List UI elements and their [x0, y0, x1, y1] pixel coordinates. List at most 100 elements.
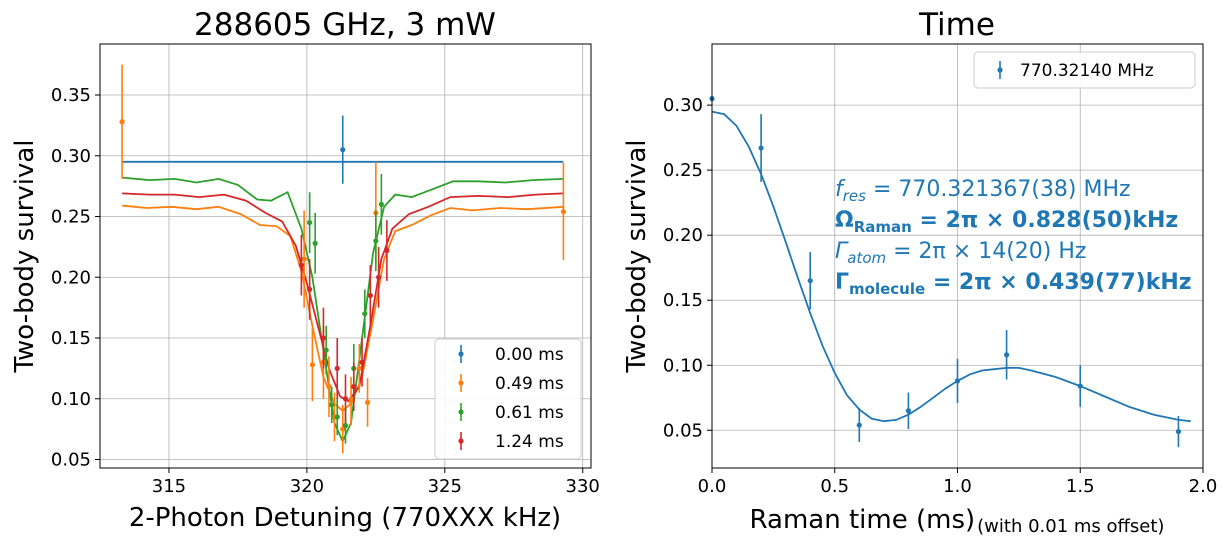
- time-data-point-770-32140-mhz: [1175, 428, 1182, 435]
- detuning-data-point-1-24-ms: [334, 365, 340, 371]
- detuning-data-point-0-49-ms: [348, 398, 354, 404]
- detuning-data-point-0-49-ms: [364, 399, 371, 405]
- time-y-tick-label: 0.05: [663, 420, 703, 441]
- detuning-legend-label-0-61-ms: 0.61 ms: [495, 403, 564, 423]
- detuning-data-point-0-00-ms: [340, 147, 346, 153]
- detuning-legend-label-0-00-ms: 0.00 ms: [495, 345, 564, 365]
- time-fit-770-32140-mhz: [711, 110, 1191, 423]
- time-legend-label-770-32140-mhz: 770.32140 MHz: [1020, 61, 1154, 81]
- time-data-point-770-32140-mhz: [758, 145, 764, 151]
- time-y-tick-label: 0.15: [663, 290, 703, 311]
- time-legend-box: [973, 51, 1196, 89]
- detuning-data-point-0-49-ms: [560, 209, 567, 215]
- detuning-y-tick-label: 0.20: [51, 267, 91, 288]
- time-x-tick-label: 0.0: [698, 476, 727, 497]
- fit-param-symbol: Γ: [835, 239, 849, 264]
- detuning-data-point-0-61-ms: [307, 219, 313, 226]
- detuning-fit-0-49-ms: [122, 204, 564, 413]
- detuning-data-point-1-24-ms: [298, 262, 304, 268]
- detuning-data-point-1-24-ms: [342, 396, 349, 402]
- detuning-data-point-0-49-ms: [309, 362, 315, 368]
- time-data-point-770-32140-mhz: [1004, 352, 1010, 358]
- time-y-tick-label: 0.30: [663, 95, 703, 116]
- detuning-y-tick-label: 0.15: [51, 328, 91, 349]
- time-x-axis-label-note: (with 0.01 ms offset): [977, 516, 1164, 537]
- time-x-axis-label-main: Raman time (ms): [750, 505, 976, 535]
- detuning-fit-1-24-ms: [122, 192, 564, 403]
- detuning-y-tick-label: 0.35: [51, 85, 91, 106]
- detuning-data-point-0-61-ms: [373, 238, 379, 244]
- fit-param-symbol: Ω: [835, 208, 854, 233]
- detuning-data-point-0-49-ms: [301, 256, 307, 262]
- fit-param-subscript: molecule: [849, 280, 925, 298]
- time-data-point-770-32140-mhz: [807, 278, 813, 284]
- detuning-data-point-0-61-ms: [362, 311, 368, 317]
- detuning-data-points: [119, 64, 567, 454]
- detuning-fit-0-61-ms: [122, 176, 564, 444]
- detuning-data-point-1-24-ms: [384, 247, 390, 254]
- time-x-tick-label: 2.0: [1189, 476, 1218, 497]
- detuning-chart: 315 320 325 330 0.05 0.10 0.15 0.20 0.25 0.30 0.35…: [10, 7, 600, 533]
- time-data-point-770-32140-mhz: [954, 378, 961, 384]
- detuning-y-tick-label: 0.05: [51, 449, 91, 470]
- fit-parameters-annotation: fres = 770.321367(38) MHz ΩRaman = 2π × 0…: [835, 177, 1192, 298]
- fit-param-subscript: Raman: [854, 218, 912, 236]
- detuning-legend-dot-0-61-ms: [458, 409, 464, 415]
- detuning-data-point-1-24-ms: [359, 359, 365, 365]
- time-y-tick-label: 0.10: [663, 355, 703, 376]
- detuning-data-point-1-24-ms: [307, 286, 313, 293]
- fit-param-value: = 2π × 0.828(50)kHz: [912, 208, 1178, 233]
- detuning-data-point-0-49-ms: [326, 384, 332, 390]
- fit-param-subscript: res: [843, 187, 866, 205]
- detuning-data-point-1-24-ms: [376, 274, 382, 280]
- detuning-data-point-0-61-ms: [323, 347, 329, 353]
- fit-param-symbol: Γ: [835, 270, 849, 295]
- fit-param-symbol: f: [835, 177, 846, 202]
- fit-param-value: = 2π × 0.439(77)kHz: [925, 270, 1191, 295]
- time-data-point-770-32140-mhz: [1077, 383, 1083, 389]
- time-data-point-770-32140-mhz: [856, 422, 862, 428]
- time-chart: 0.0 0.5 1.0 1.5 2.00.050.100.150.200.250.30 …: [622, 7, 1217, 537]
- detuning-data-point-1-24-ms: [367, 292, 373, 299]
- detuning-legend-label-1-24-ms: 1.24 ms: [495, 432, 564, 452]
- detuning-legend-dot-0-00-ms: [458, 351, 464, 357]
- fit-param-value: = 2π × 14(20) Hz: [886, 239, 1086, 264]
- detuning-legend: 0.00 ms 0.49 ms 0.61 ms 1.24 ms: [434, 338, 582, 460]
- detuning-legend-box: [434, 338, 582, 460]
- detuning-legend-label-0-49-ms: 0.49 ms: [495, 374, 564, 394]
- detuning-legend-dot-0-49-ms: [458, 380, 464, 386]
- detuning-data-point-0-49-ms: [340, 426, 346, 432]
- detuning-x-axis-label: 2-Photon Detuning (770XXX kHz): [129, 503, 561, 533]
- detuning-data-point-0-61-ms: [329, 402, 335, 408]
- fit-param-line: Γmolecule = 2π × 0.439(77)kHz: [835, 270, 1192, 298]
- time-legend: 770.32140 MHz: [973, 51, 1196, 89]
- detuning-y-tick-label: 0.25: [51, 207, 91, 228]
- detuning-data-point-0-61-ms: [334, 414, 340, 420]
- time-legend-dot-770-32140-mhz: [997, 67, 1003, 73]
- time-x-tick-label: 0.5: [820, 476, 849, 497]
- detuning-plot-frame: [99, 43, 592, 469]
- detuning-data-point-1-24-ms: [320, 335, 327, 341]
- fit-param-subscript: atom: [847, 249, 886, 267]
- time-x-tick-label: 1.0: [943, 476, 972, 497]
- detuning-data-point-0-49-ms: [356, 365, 362, 371]
- time-y-tick-label: 0.20: [663, 225, 703, 246]
- fit-param-line: Γatom = 2π × 14(20) Hz: [835, 239, 1086, 267]
- time-y-axis-label: Two-body survival: [622, 139, 652, 373]
- time-ticks: 0.0 0.5 1.0 1.5 2.0 0.05 0.10 0.15 0.20 0.25 0.30: [663, 95, 1217, 497]
- time-y-tick-label: 0.25: [663, 160, 703, 181]
- detuning-legend-dot-1-24-ms: [458, 438, 464, 444]
- detuning-data-point-0-61-ms: [312, 240, 318, 246]
- time-data-points: [709, 96, 1182, 448]
- detuning-x-tick-label: 320: [290, 476, 324, 497]
- detuning-fit-curves: [122, 160, 564, 444]
- detuning-data-point-0-61-ms: [378, 201, 384, 207]
- detuning-data-point-0-49-ms: [119, 119, 125, 125]
- detuning-x-tick-label: 330: [566, 476, 600, 497]
- detuning-chart-title: 288605 GHz, 3 mW: [194, 7, 496, 43]
- time-data-point-770-32140-mhz: [905, 408, 912, 414]
- detuning-ticks: 315 320 325 330 0.05 0.10 0.15 0.20 0.25 0.30 0.35: [51, 85, 600, 497]
- time-chart-title: Time: [918, 7, 995, 43]
- fit-param-line: fres = 770.321367(38) MHz: [835, 177, 1131, 205]
- fit-param-value: = 770.321367(38) MHz: [866, 177, 1131, 202]
